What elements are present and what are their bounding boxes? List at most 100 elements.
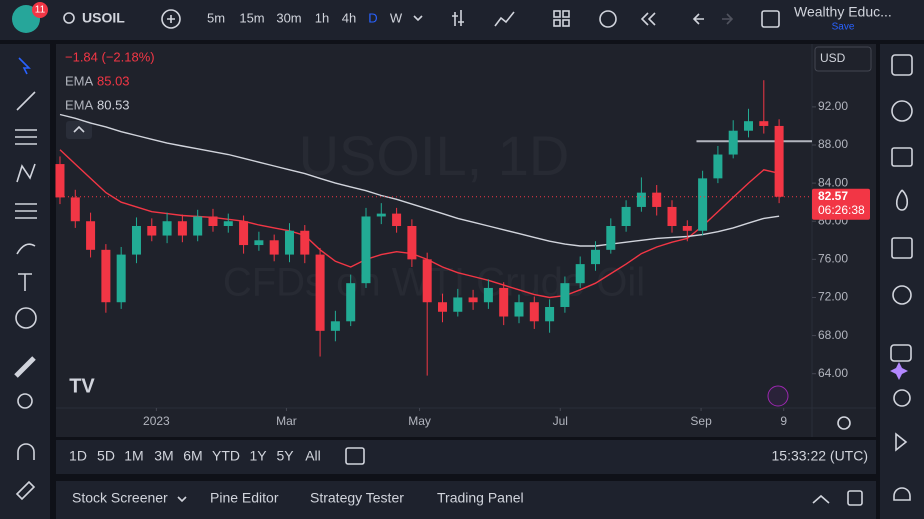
chevron[interactable] xyxy=(177,496,187,503)
interval-button[interactable]: W xyxy=(390,10,403,25)
y-tick-label: 92.00 xyxy=(818,99,848,113)
last-price-box xyxy=(812,188,870,220)
alert-icon[interactable] xyxy=(599,10,617,28)
bottom-tab[interactable]: Stock Screener xyxy=(72,490,168,506)
magnet-tool[interactable] xyxy=(17,443,35,460)
ruler-tool[interactable] xyxy=(14,356,36,378)
account-name[interactable]: Wealthy Educ... xyxy=(794,4,892,20)
chart-pane xyxy=(56,44,876,437)
interval-button[interactable]: 1h xyxy=(315,10,329,25)
candle-body xyxy=(682,226,692,231)
pattern-tool[interactable] xyxy=(16,163,36,183)
clock[interactable]: 15:33:22 (UTC) xyxy=(772,448,868,464)
bottom-tab[interactable]: Strategy Tester xyxy=(310,490,404,506)
ideas-icon[interactable] xyxy=(892,285,912,305)
lock-tool[interactable] xyxy=(15,480,36,501)
range-button[interactable]: 6M xyxy=(183,448,202,464)
bars-icon[interactable] xyxy=(452,10,464,26)
calendar-icon[interactable] xyxy=(891,237,913,259)
hotlist-icon[interactable] xyxy=(895,189,909,211)
top-bar xyxy=(0,0,924,40)
chat-icon[interactable] xyxy=(890,344,912,362)
range-button[interactable]: 5D xyxy=(97,448,115,464)
layout-icon[interactable] xyxy=(562,19,570,27)
candle-body xyxy=(315,254,325,331)
date-range-icon[interactable] xyxy=(345,447,365,465)
range-button[interactable]: 5Y xyxy=(276,448,294,464)
undo-icon[interactable] xyxy=(692,13,704,25)
candle-body xyxy=(575,264,585,284)
candle-body xyxy=(514,302,524,317)
watermark-description: CFDs on WTI Crude Oil xyxy=(223,261,645,305)
y-tick-label: 84.00 xyxy=(818,175,848,189)
expand-icon[interactable] xyxy=(812,494,830,504)
range-button[interactable]: 1Y xyxy=(249,448,267,464)
interval-button[interactable]: 30m xyxy=(276,10,301,25)
range-button[interactable]: All xyxy=(305,448,321,464)
zoom-tool[interactable] xyxy=(17,393,33,409)
x-tick-label: Sep xyxy=(690,414,712,428)
currency-box[interactable] xyxy=(814,46,872,72)
projection-tool[interactable] xyxy=(15,203,37,219)
candle-body xyxy=(590,249,600,265)
alerts-icon[interactable] xyxy=(891,100,913,122)
range-button[interactable]: 1D xyxy=(69,448,87,464)
fib-tool[interactable] xyxy=(15,129,37,145)
collapse-legend[interactable] xyxy=(66,121,92,139)
y-tick-label: 68.00 xyxy=(818,328,848,342)
emoji-tool[interactable] xyxy=(15,307,37,329)
candle-body xyxy=(713,154,723,179)
candle-body xyxy=(744,121,754,131)
badge-count: 11 xyxy=(35,5,46,16)
text-tool[interactable] xyxy=(18,273,32,291)
indicators-icon[interactable] xyxy=(494,11,515,27)
bottom-tab[interactable]: Pine Editor xyxy=(210,490,279,506)
settings-icon[interactable] xyxy=(837,416,851,430)
layout-icon[interactable] xyxy=(553,19,561,27)
streams-icon[interactable] xyxy=(893,389,911,407)
watchlist-icon[interactable] xyxy=(891,54,913,76)
candle-body xyxy=(636,192,646,207)
replay-icon[interactable] xyxy=(640,12,656,26)
range-button[interactable]: 1M xyxy=(124,448,143,464)
chevron[interactable] xyxy=(413,15,423,22)
add-symbol-icon[interactable] xyxy=(161,9,181,29)
line-tool[interactable] xyxy=(16,91,36,111)
ema-line xyxy=(59,113,780,247)
layout-icon[interactable] xyxy=(553,10,561,18)
layout-icon[interactable] xyxy=(562,10,570,18)
candle-body xyxy=(101,249,111,303)
interval-button[interactable]: 4h xyxy=(342,10,356,25)
currency[interactable]: USD xyxy=(820,51,846,65)
redo-icon[interactable] xyxy=(722,13,734,25)
brush-tool[interactable] xyxy=(16,243,36,255)
cursor-tool[interactable] xyxy=(18,57,31,75)
candle-body xyxy=(560,283,570,307)
range-button[interactable]: YTD xyxy=(212,448,240,464)
symbol[interactable]: USOIL xyxy=(82,10,125,26)
candle-body xyxy=(376,213,386,217)
candle-body xyxy=(361,216,371,284)
candle-body xyxy=(193,216,203,236)
candle-body xyxy=(437,302,447,312)
notifications-icon[interactable] xyxy=(893,487,911,501)
bottom-tab[interactable]: Trading Panel xyxy=(437,490,524,506)
events-icon[interactable] xyxy=(767,385,789,407)
legend-value: 85.03 xyxy=(97,73,130,88)
interval-button[interactable]: 5m xyxy=(207,10,225,25)
interval-button[interactable]: D xyxy=(368,10,377,25)
search-icon[interactable] xyxy=(63,12,75,24)
range-button[interactable]: 3M xyxy=(154,448,173,464)
range-bar xyxy=(56,440,876,474)
candle-body xyxy=(652,192,662,207)
plus xyxy=(167,15,175,23)
save-label[interactable]: Save xyxy=(832,22,855,33)
interval-button[interactable]: 15m xyxy=(239,10,264,25)
play-icon[interactable] xyxy=(895,432,908,452)
layout-select[interactable] xyxy=(761,10,780,28)
candle-body xyxy=(698,178,708,231)
candle-body xyxy=(621,206,631,226)
maximize-icon[interactable] xyxy=(847,490,863,506)
news-icon[interactable] xyxy=(891,147,913,167)
